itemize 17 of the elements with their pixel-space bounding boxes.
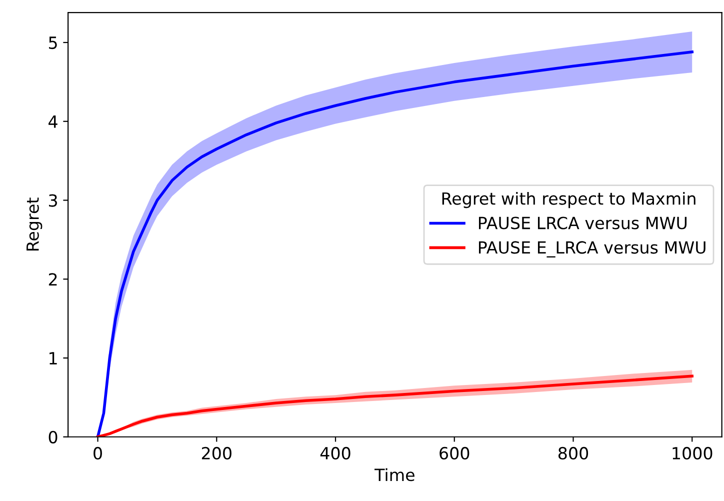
legend-title: Regret with respect to Maxmin <box>442 192 696 208</box>
x-tick-label: 200 <box>202 446 232 460</box>
x-axis-title: Time <box>374 468 414 482</box>
y-tick-label: 3 <box>49 194 57 207</box>
x-tick-label: 400 <box>320 446 350 460</box>
x-tick-label: 1000 <box>672 446 712 460</box>
legend-label: PAUSE E_LRCA versus MWU <box>478 241 706 258</box>
y-tick-label: 4 <box>48 116 58 128</box>
y-axis-title: Regret <box>26 198 42 251</box>
legend-label: PAUSE LRCA versus MWU <box>478 216 687 230</box>
x-tick-label: 0 <box>94 446 102 460</box>
x-tick-label: 600 <box>440 446 470 460</box>
x-tick-label: 800 <box>558 446 588 460</box>
y-tick-label: 0 <box>48 430 58 444</box>
y-tick-label: 5 <box>49 36 57 50</box>
y-tick-label: 2 <box>48 273 57 286</box>
y-tick-label: 1 <box>50 352 57 364</box>
